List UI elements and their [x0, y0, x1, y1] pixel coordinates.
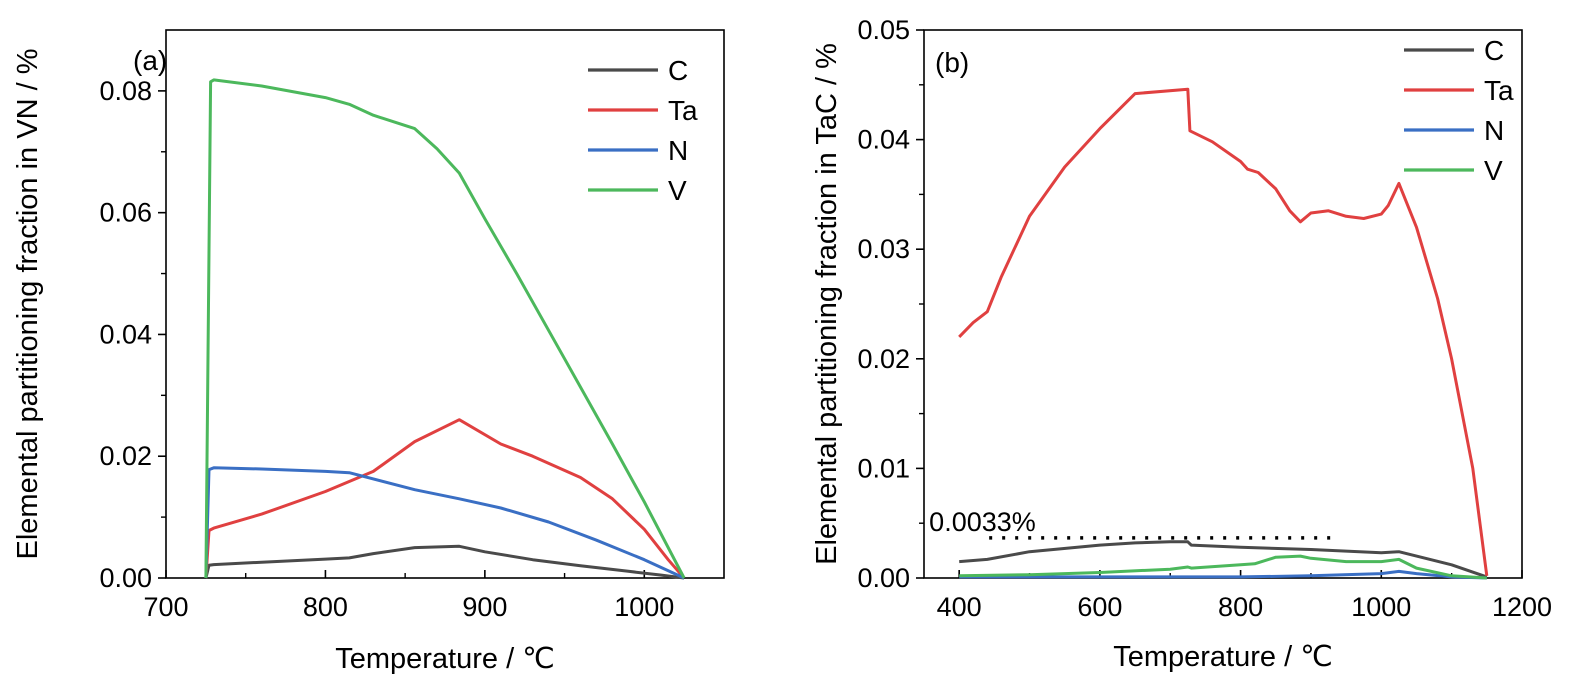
y-tick-label: 0.02 [99, 441, 152, 471]
y-axis-label: Elemental partitioning fraction in TaC /… [811, 43, 843, 565]
y-tick-label: 0.00 [857, 563, 910, 593]
y-tick-label: 0.02 [857, 344, 910, 374]
y-tick-label: 0.01 [857, 453, 910, 483]
x-axis-label: Temperature / ℃ [335, 643, 555, 675]
x-tick-label: 1000 [1351, 592, 1411, 622]
panel-label: (b) [935, 47, 969, 78]
y-tick-label: 0.05 [857, 15, 910, 45]
chart-panel-b: 400 600 800 1000 1200 0.00 0.01 0.02 0.03 0.04 0.0… [811, 15, 1552, 673]
x-tick-label: 900 [462, 592, 507, 622]
y-tick-label: 0.06 [99, 198, 152, 228]
x-tick-label: 1200 [1492, 592, 1552, 622]
series-line-v [204, 78, 686, 579]
y-tick-label: 0.00 [99, 563, 152, 593]
legend-label-v: V [668, 175, 687, 206]
series-line-n [204, 466, 685, 580]
plot-frame [923, 29, 1523, 579]
x-axis-label: Temperature / ℃ [1113, 641, 1333, 673]
y-tick-label: 0.08 [99, 76, 152, 106]
chart-panel-a: 700 800 900 1000 0.00 0.02 0.04 0.06 0.08 Tempera… [12, 29, 725, 675]
panel-label: (a) [133, 45, 167, 76]
y-tick-label: 0.03 [857, 234, 910, 264]
series-line-c [959, 540, 1488, 579]
x-tick-label: 1000 [614, 592, 674, 622]
series-line-v [959, 554, 1487, 580]
legend-label-c: C [668, 55, 688, 86]
series-line-c [204, 544, 685, 580]
x-tick-label: 800 [1218, 592, 1263, 622]
legend-label-ta: Ta [668, 95, 698, 126]
legend-label-v: V [1484, 155, 1503, 186]
annotation-label: 0.0033% [929, 507, 1036, 537]
y-tick-label: 0.04 [99, 319, 152, 349]
series-line-ta [958, 87, 1489, 576]
x-tick-label: 800 [303, 592, 348, 622]
legend-label-c: C [1484, 35, 1504, 66]
series-line-n [959, 569, 1487, 580]
x-tick-label: 600 [1077, 592, 1122, 622]
legend-label-ta: Ta [1484, 75, 1514, 106]
y-axis-label: Elemental partitioning fraction in VN / … [12, 49, 44, 560]
plot-frame [165, 29, 725, 579]
y-tick-label: 0.04 [857, 125, 910, 155]
legend-label-n: N [668, 135, 688, 166]
legend-label-n: N [1484, 115, 1504, 146]
x-tick-label: 700 [143, 592, 188, 622]
series-line-ta [204, 418, 686, 579]
x-tick-label: 400 [937, 592, 982, 622]
